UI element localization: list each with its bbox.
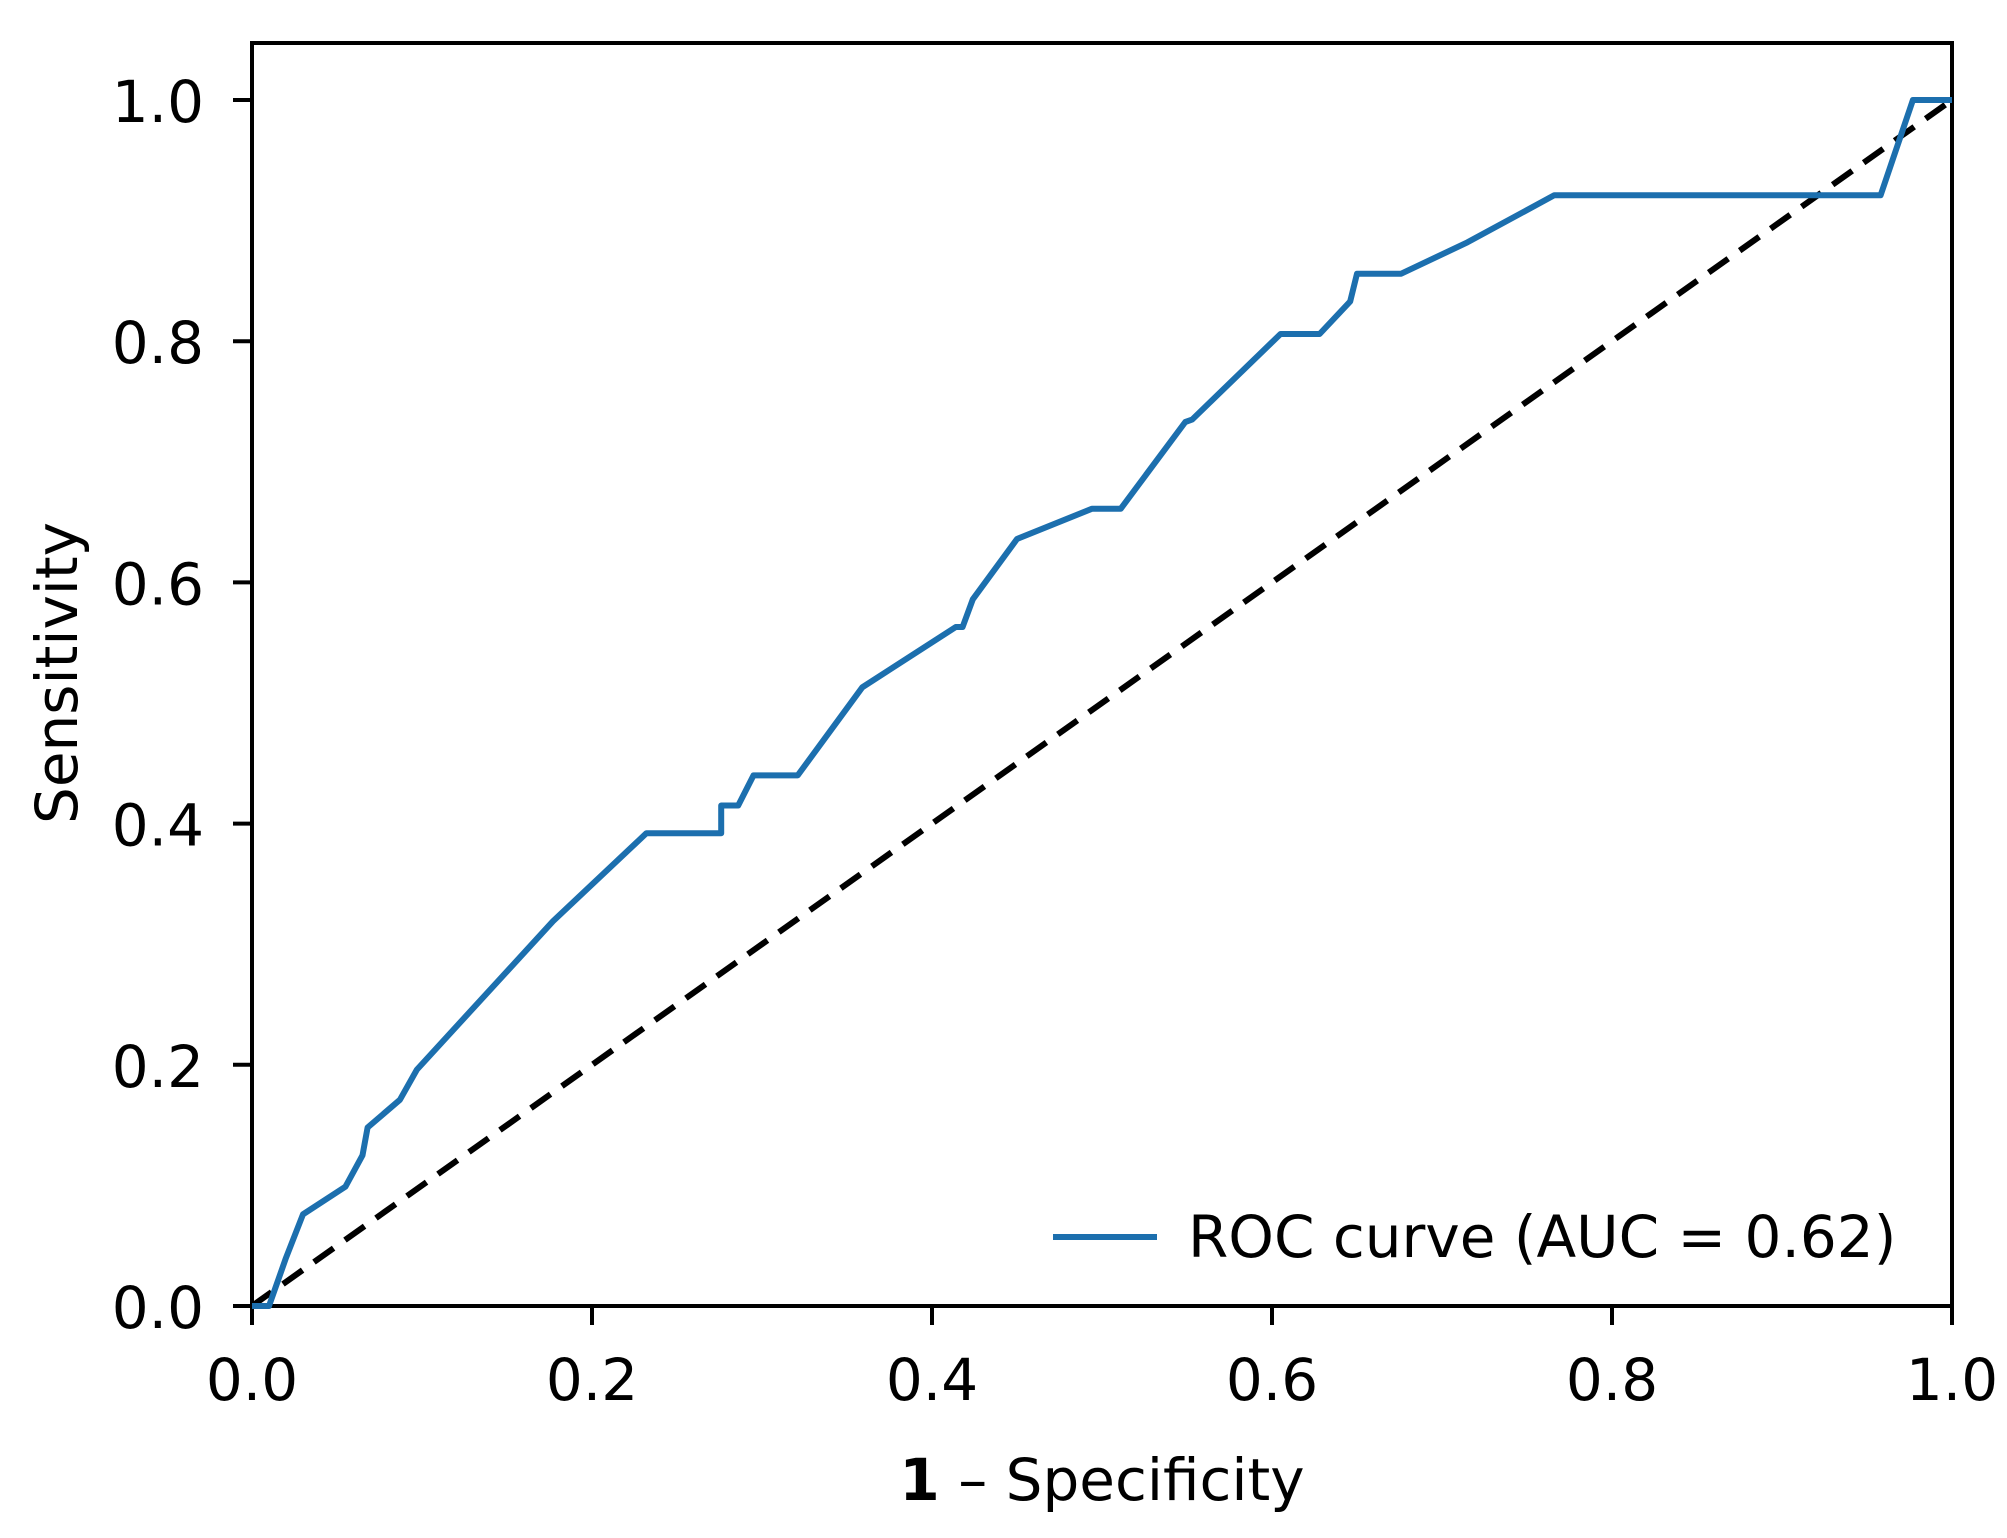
plot-frame: [250, 41, 1954, 1308]
y-tick-label: 0.6: [112, 550, 204, 618]
y-axis-ticks: 0.0 0.2 0.4 0.6 0.8 1.0: [112, 68, 252, 1342]
y-tick-label: 0.0: [112, 1274, 204, 1342]
legend-label-roc: ROC curve (AUC = 0.62): [1188, 1203, 1896, 1271]
legend: ROC curve (AUC = 0.62): [1053, 1203, 1896, 1271]
x-tick-label: 0.2: [546, 1346, 638, 1414]
y-axis-title: Sensitivity: [23, 522, 91, 824]
x-tick-label: 0.8: [1566, 1346, 1658, 1414]
x-tick-label: 1.0: [1906, 1346, 1998, 1414]
x-axis-ticks: 0.0 0.2 0.4 0.6 0.8 1.0: [206, 1306, 1998, 1414]
y-tick-label: 0.4: [112, 792, 204, 860]
chance-diagonal-line: [250, 97, 1954, 1309]
roc-curve-line: [252, 97, 1952, 1309]
y-tick-label: 0.8: [112, 309, 204, 377]
x-axis-title-rest: – Specificity: [940, 1446, 1305, 1514]
y-tick-label: 1.0: [112, 68, 204, 136]
x-tick-label: 0.4: [886, 1346, 978, 1414]
y-tick-label: 0.2: [112, 1033, 204, 1101]
x-tick-label: 0.6: [1226, 1346, 1318, 1414]
x-tick-label: 0.0: [206, 1346, 298, 1414]
series-layer: [250, 97, 1954, 1309]
x-axis-title: 1 – Specificity: [899, 1446, 1304, 1514]
x-axis-title-prefix: 1: [899, 1446, 939, 1514]
